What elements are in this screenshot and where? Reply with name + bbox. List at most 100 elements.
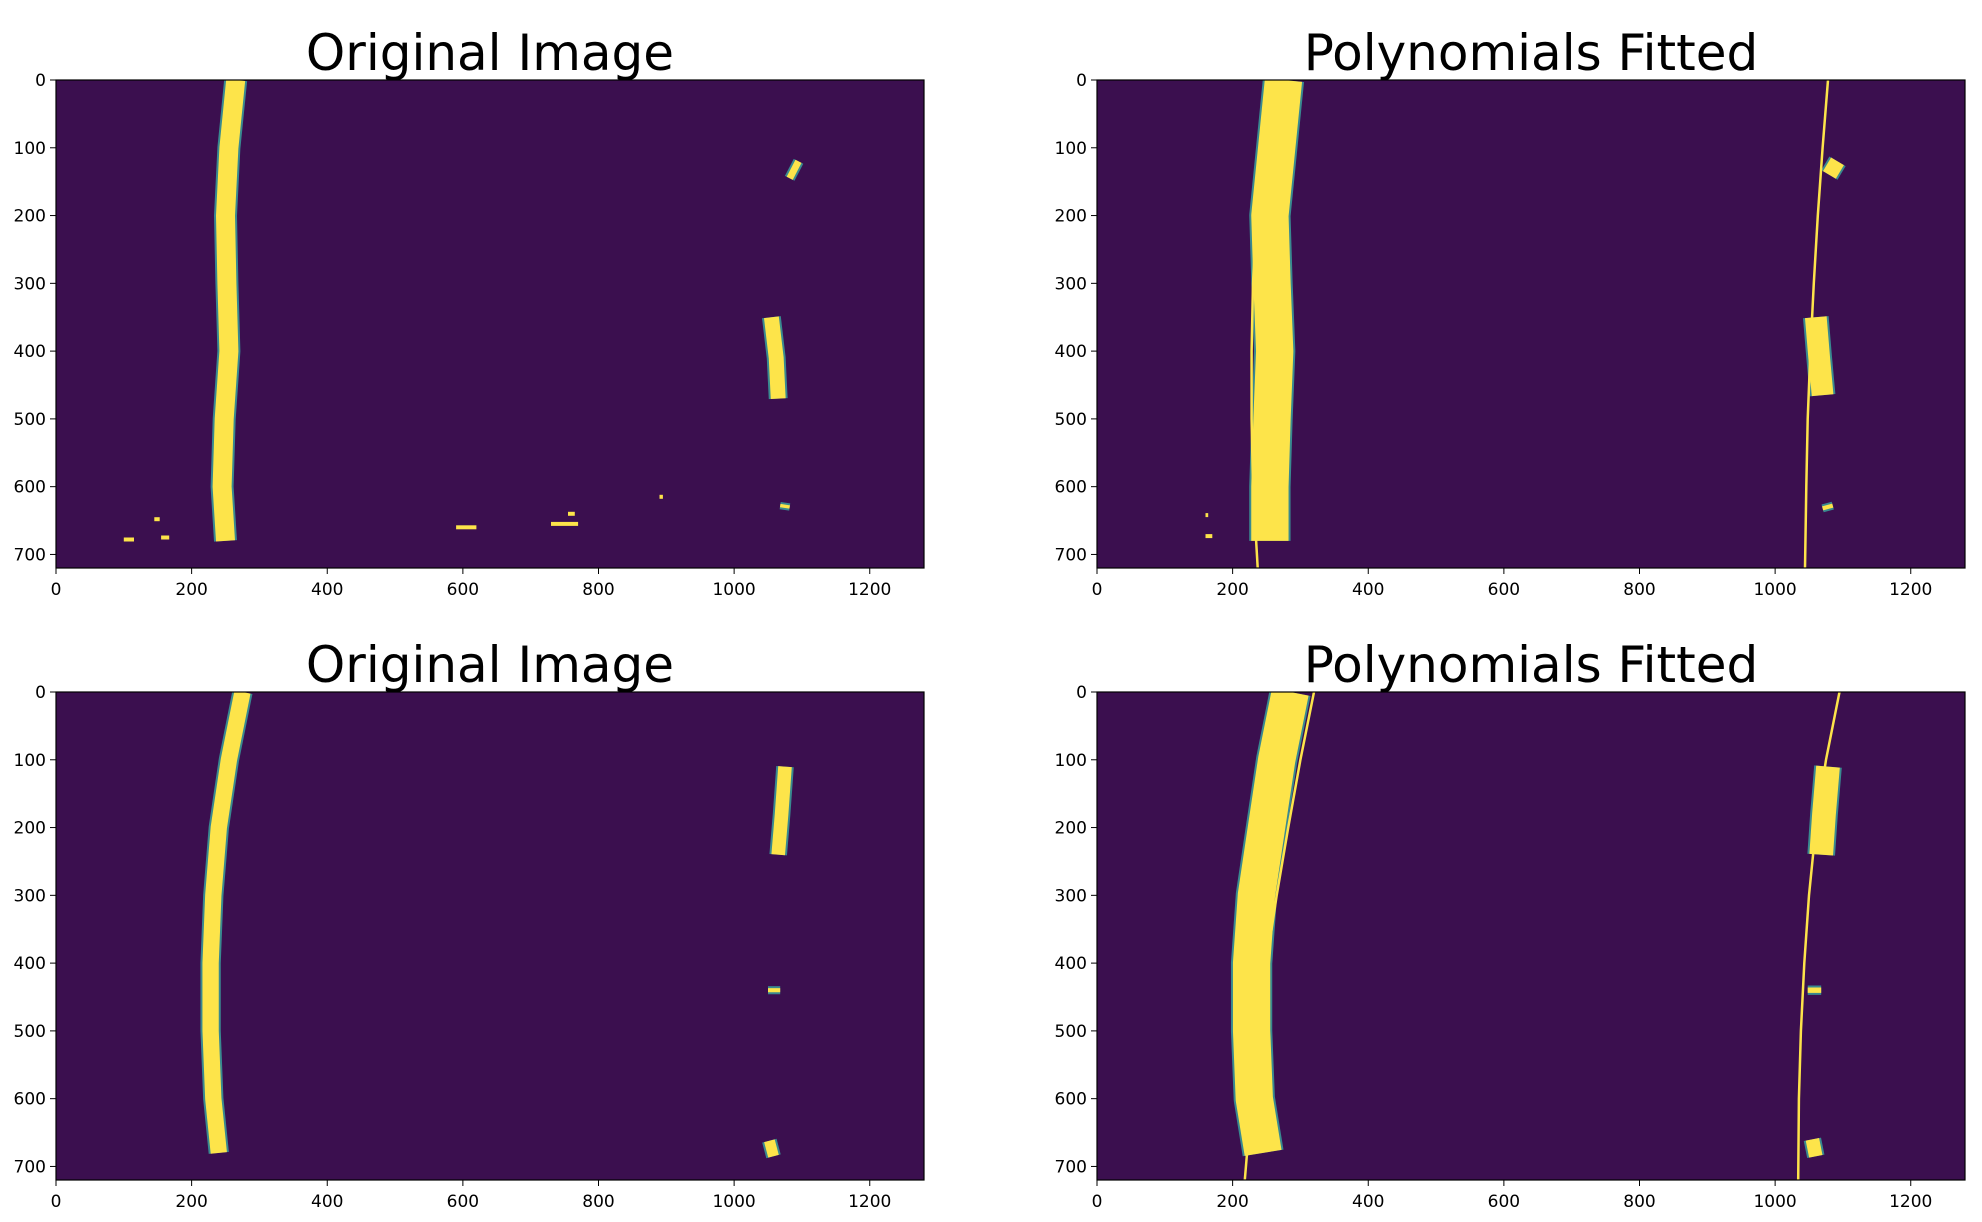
axes-frame (55, 79, 925, 569)
y-tick-label: 400 (14, 954, 46, 974)
left-fit-curve (1243, 692, 1316, 1180)
y-tick-label: 0 (1076, 71, 1087, 91)
y-tick-label: 700 (14, 545, 46, 565)
left-fit-curve (1250, 80, 1274, 568)
subplot-title: Polynomials Fitted (1304, 636, 1759, 694)
x-tick-label: 800 (582, 1192, 614, 1212)
x-tick-label: 400 (1352, 1192, 1384, 1212)
axes-frame (55, 691, 925, 1181)
y-tick-label: 500 (14, 410, 46, 430)
image-background (56, 80, 924, 568)
y-tick-label: 300 (14, 886, 46, 906)
y-tick-label: 100 (14, 139, 46, 159)
y-tick-label: 700 (14, 1157, 46, 1177)
y-tick-label: 0 (35, 683, 46, 703)
y-tick-label: 100 (1055, 139, 1087, 159)
noise-speck (1205, 534, 1213, 539)
right-top-pixels (786, 159, 802, 180)
x-tick-label: 1000 (1753, 1192, 1796, 1212)
y-tick-label: 200 (1055, 207, 1087, 227)
x-tick-label: 600 (1488, 580, 1520, 600)
y-tick-label: 300 (14, 274, 46, 294)
x-tick-label: 400 (311, 1192, 343, 1212)
y-tick-label: 500 (1055, 410, 1087, 430)
x-tick-label: 0 (51, 580, 62, 600)
subplot-4: Polynomials Fitted 0 200 400 600 800 1000 1200 0… (1055, 636, 1966, 1212)
noise-speck (1266, 525, 1279, 530)
y-tick-label: 600 (14, 478, 46, 498)
right-top-pixels (1809, 765, 1840, 856)
y-tick-label: 200 (14, 207, 46, 227)
y-tick-label: 600 (1055, 1090, 1087, 1110)
x-tick-label: 600 (447, 580, 479, 600)
noise-speck (154, 517, 160, 522)
axes-frame (1096, 691, 1966, 1181)
y-tick-label: 600 (1055, 478, 1087, 498)
y-tick-label: 400 (1055, 342, 1087, 362)
y-tick-label: 600 (14, 1090, 46, 1110)
x-tick-label: 1200 (848, 1192, 891, 1212)
left-lane-pixels (1251, 80, 1303, 541)
subplot-3: Original Image 0 200 400 600 800 1000 1200 0 100 2… (14, 636, 925, 1212)
x-tick-label: 800 (582, 580, 614, 600)
y-tick-label: 0 (1076, 683, 1087, 703)
x-tick-label: 1200 (1889, 580, 1932, 600)
image-content (200, 692, 794, 1159)
axes-frame (1096, 79, 1966, 569)
x-tick-label: 400 (311, 580, 343, 600)
x-tick-label: 200 (175, 1192, 207, 1212)
right-mid-pixels (1804, 316, 1834, 397)
y-tick-label: 700 (1055, 545, 1087, 565)
y-tick-label: 100 (1055, 751, 1087, 771)
x-tick-label: 600 (447, 1192, 479, 1212)
x-tick-label: 200 (175, 580, 207, 600)
x-tick-label: 800 (1623, 580, 1655, 600)
right-low-pixels (764, 1139, 779, 1158)
y-tick-label: 700 (1055, 1157, 1087, 1177)
y-tick-label: 300 (1055, 886, 1087, 906)
subplot-title: Original Image (306, 24, 674, 82)
image-background (56, 692, 924, 1180)
noise-speck (456, 525, 477, 530)
image-content (1230, 692, 1842, 1180)
subplot-title: Polynomials Fitted (1304, 24, 1759, 82)
subplot-title: Original Image (306, 636, 674, 694)
x-tick-label: 1200 (848, 580, 891, 600)
x-tick-label: 0 (1092, 580, 1103, 600)
right-low-pixels (1822, 503, 1834, 511)
x-tick-label: 0 (1092, 1192, 1103, 1212)
y-tick-label: 300 (1055, 274, 1087, 294)
y-tick-label: 200 (1055, 819, 1087, 839)
y-tick-label: 100 (14, 751, 46, 771)
x-tick-label: 400 (1352, 580, 1384, 600)
right-fit-curve (1796, 692, 1841, 1180)
x-tick-label: 200 (1216, 580, 1248, 600)
right-top-pixels (1822, 157, 1844, 179)
noise-speck (123, 537, 134, 542)
subplot-2: Polynomials Fitted 0 200 400 600 800 1000 1200 0… (1055, 24, 1966, 600)
noise-speck (218, 515, 227, 520)
image-background (1097, 80, 1965, 568)
x-tick-label: 200 (1216, 1192, 1248, 1212)
right-top-pixels (771, 766, 792, 856)
y-tick-label: 200 (14, 819, 46, 839)
x-tick-label: 600 (1488, 1192, 1520, 1212)
y-tick-label: 0 (35, 71, 46, 91)
x-tick-label: 1000 (712, 1192, 755, 1212)
noise-speck (1205, 513, 1209, 518)
left-lane-pixels (212, 80, 246, 542)
right-low-pixels (1805, 1137, 1823, 1158)
noise-speck (551, 521, 579, 526)
right-mid-pixels (764, 316, 786, 399)
subplot-1: Original Image 0 200 400 600 800 1000 1200 0 100 2… (14, 24, 925, 600)
right-fit-curve (1803, 80, 1830, 568)
image-content (1205, 80, 1846, 568)
y-tick-label: 500 (1055, 1022, 1087, 1042)
right-low-pixels (779, 503, 790, 509)
x-tick-label: 0 (51, 1192, 62, 1212)
noise-speck (161, 535, 170, 540)
x-tick-label: 1000 (1753, 580, 1796, 600)
y-tick-label: 400 (1055, 954, 1087, 974)
noise-speck (568, 511, 575, 516)
